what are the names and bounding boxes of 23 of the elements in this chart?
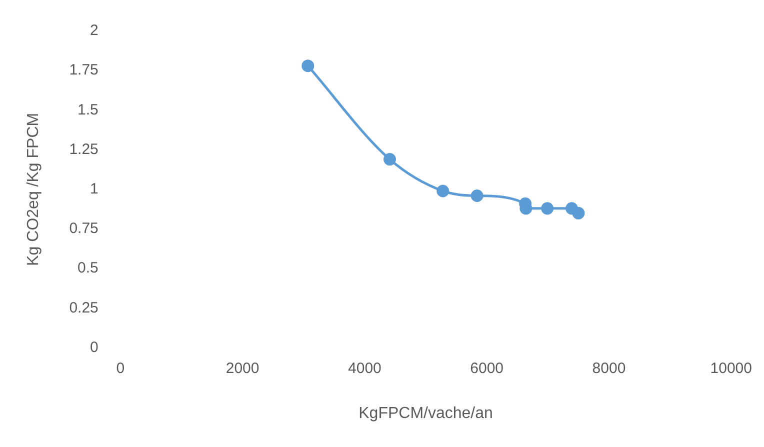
x-tick-label: 4000 xyxy=(348,360,382,377)
point xyxy=(470,189,484,202)
point xyxy=(383,153,396,166)
point xyxy=(572,206,585,220)
point xyxy=(541,202,554,215)
x-tick-label: 8000 xyxy=(592,360,626,377)
y-tick-label: 0 xyxy=(90,338,98,356)
y-axis-title: Kg CO2eq /Kg FPCM xyxy=(25,112,42,266)
y-tick-label: 0.5 xyxy=(78,260,98,277)
y-tick-label: 0.25 xyxy=(69,299,98,316)
y-tick-label: 2 xyxy=(90,22,98,40)
x-tick-label: 2000 xyxy=(226,360,260,377)
point xyxy=(302,60,314,72)
x-tick-label: 0 xyxy=(116,360,125,377)
x-tick-label: 10000 xyxy=(710,360,752,377)
x-axis-title: KgFPCM/vache/an xyxy=(358,404,493,422)
point xyxy=(436,184,450,198)
y-tick-label: 1.5 xyxy=(78,101,98,118)
y-tick-label: 1.25 xyxy=(69,140,98,158)
x-tick-label: 6000 xyxy=(470,360,504,377)
y-tick-label: 1.75 xyxy=(69,62,98,79)
y-tick-label: 0.75 xyxy=(69,220,98,238)
y-tick-label: 1 xyxy=(90,180,98,198)
